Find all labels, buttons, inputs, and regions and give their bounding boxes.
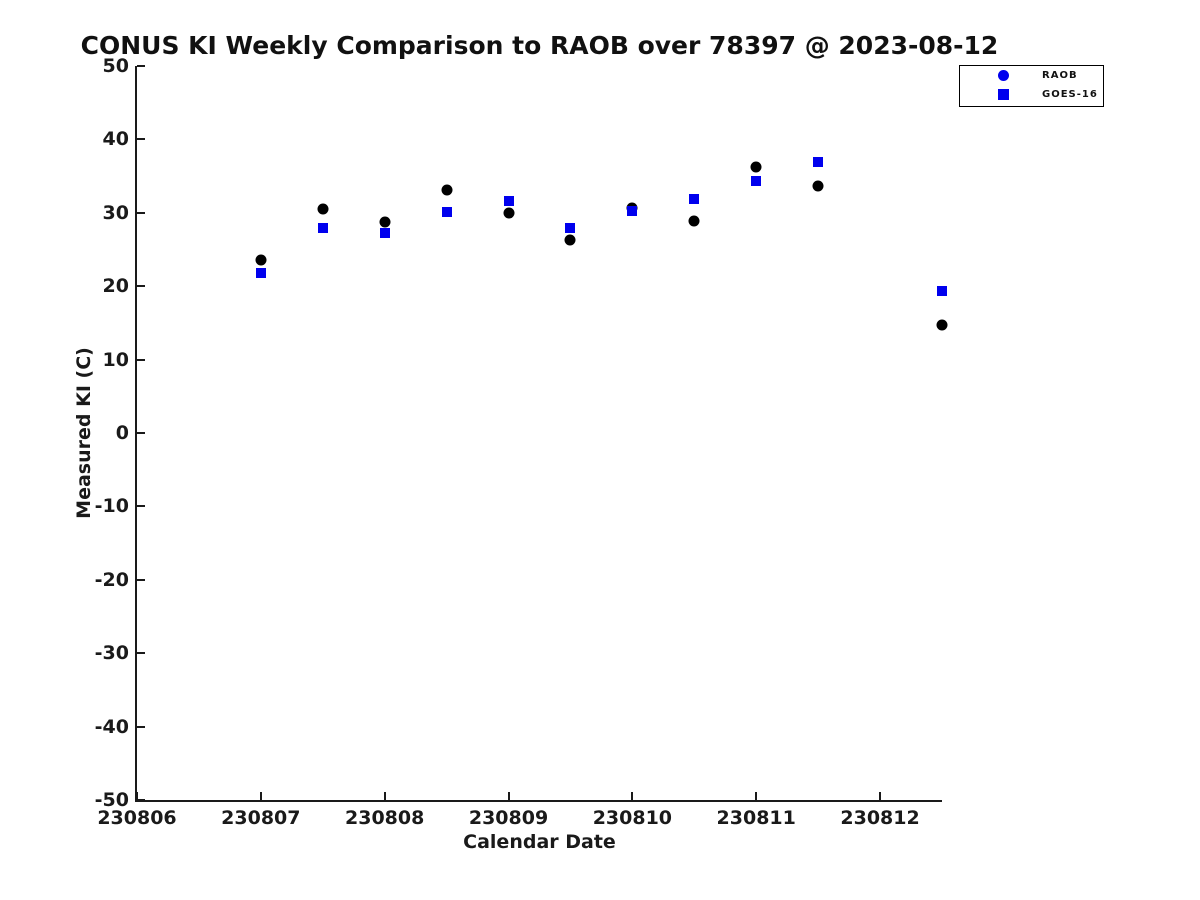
- y-tick-mark: [137, 358, 145, 361]
- y-tick-label: 40: [102, 128, 129, 151]
- goes16-point: [689, 193, 700, 204]
- x-tick-label: 230812: [840, 807, 920, 829]
- x-tick-mark: [259, 792, 262, 800]
- y-tick-mark: [137, 652, 145, 655]
- x-tick-mark: [631, 792, 634, 800]
- y-tick-label: -10: [94, 495, 129, 518]
- y-tick-mark: [137, 138, 145, 141]
- y-tick-mark: [137, 578, 145, 581]
- x-tick-label: 230809: [468, 807, 549, 829]
- goes16-point: [255, 267, 266, 278]
- x-tick-label: 230808: [345, 807, 425, 829]
- y-tick-label: 50: [102, 55, 129, 77]
- goes16-point: [441, 207, 452, 218]
- legend: RAOB GOES-16: [959, 65, 1104, 107]
- legend-label-raob: RAOB: [1042, 70, 1078, 81]
- raob-point: [255, 254, 267, 266]
- goes16-point: [379, 228, 390, 239]
- x-axis-label: Calendar Date: [463, 831, 616, 853]
- plot-area: [135, 65, 948, 802]
- raob-point: [441, 184, 453, 196]
- raob-point: [688, 215, 700, 227]
- x-tick-mark: [383, 792, 386, 800]
- x-tick-label: 230807: [221, 807, 301, 829]
- x-tick-mark: [507, 792, 510, 800]
- goes16-point: [813, 157, 824, 168]
- y-tick-mark: [137, 725, 145, 728]
- raob-point: [317, 203, 329, 215]
- x-tick-mark: [136, 792, 138, 800]
- y-tick-label: -40: [94, 715, 129, 738]
- chart-title: CONUS KI Weekly Comparison to RAOB over …: [80, 31, 999, 60]
- x-tick-label: 230811: [716, 807, 796, 829]
- goes16-point: [503, 196, 514, 207]
- y-tick-label: -20: [94, 568, 129, 591]
- y-tick-mark: [137, 211, 145, 214]
- raob-point: [936, 319, 948, 331]
- y-tick-mark: [137, 432, 145, 434]
- goes16-point: [751, 176, 762, 187]
- y-tick-mark: [137, 65, 145, 67]
- goes16-point: [627, 205, 638, 216]
- x-tick-label: 230810: [592, 807, 673, 829]
- goes16-square-marker-icon: [998, 89, 1009, 100]
- raob-point: [503, 207, 515, 219]
- y-tick-label: 0: [115, 422, 129, 444]
- x-tick-mark: [879, 792, 882, 800]
- raob-point: [812, 180, 824, 192]
- goes16-point: [565, 223, 576, 234]
- raob-circle-marker-icon: [998, 70, 1009, 81]
- y-tick-mark: [137, 799, 145, 801]
- x-tick-label: 230806: [97, 807, 177, 829]
- legend-label-goes16: GOES-16: [1042, 89, 1098, 100]
- y-tick-mark: [137, 285, 145, 288]
- y-tick-label: -50: [94, 789, 129, 811]
- y-tick-label: 30: [102, 201, 129, 224]
- goes16-point: [937, 285, 947, 296]
- raob-point: [564, 234, 576, 246]
- y-tick-mark: [137, 505, 145, 508]
- raob-point: [750, 161, 762, 173]
- raob-point: [379, 216, 391, 228]
- x-tick-mark: [755, 792, 758, 800]
- goes16-point: [317, 223, 328, 234]
- y-tick-label: 10: [102, 348, 129, 371]
- y-tick-label: 20: [102, 275, 129, 298]
- legend-item-goes16: GOES-16: [960, 85, 1103, 104]
- legend-item-raob: RAOB: [960, 66, 1103, 85]
- y-tick-label: -30: [94, 642, 129, 665]
